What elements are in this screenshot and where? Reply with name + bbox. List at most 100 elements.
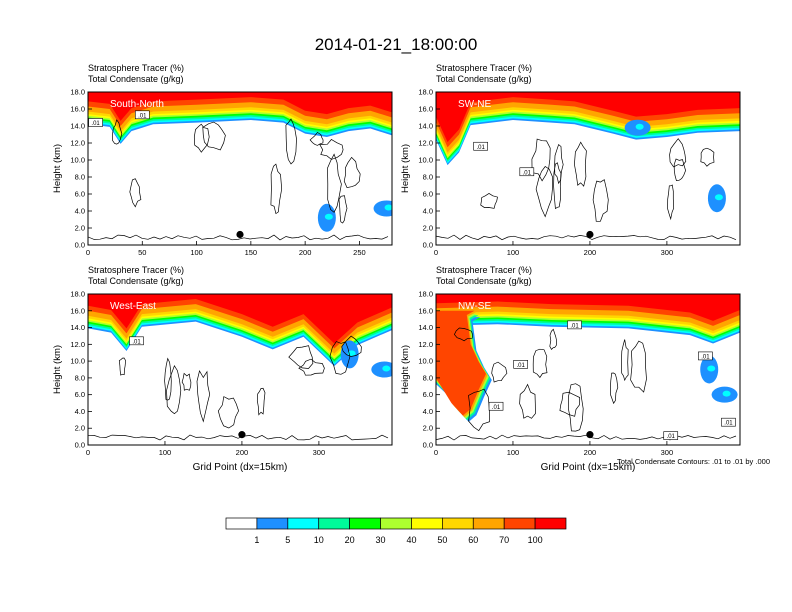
contour-loop (181, 372, 192, 391)
contour-loop (196, 369, 211, 423)
contour-label: .01 (724, 421, 733, 427)
y-tick-label: 4.0 (75, 407, 85, 416)
colorbar-label: 20 (345, 535, 355, 545)
panel-1: 0.0 2.0 4.0 6.0 8.0 10.0 12.0 14.0 16.0 18.0 0 50 10… (52, 63, 393, 257)
contour-label-box (519, 167, 535, 177)
contour-loop (166, 365, 182, 415)
x-tick-label: 100 (507, 448, 520, 457)
contour-loop (285, 118, 297, 165)
contour-loop (298, 358, 325, 376)
contour-label: .01 (138, 113, 147, 119)
contour-loop (491, 361, 508, 383)
colorbar-swatch (287, 517, 320, 530)
contour-loop (592, 179, 609, 222)
contour-label-box (721, 417, 736, 427)
contour-surface (88, 234, 389, 241)
colorbar-swatch (503, 517, 536, 530)
contour-loop (256, 387, 266, 416)
contour-loop (164, 357, 172, 401)
contour-surface (436, 234, 737, 241)
y-tick-label: 10.0 (70, 156, 85, 165)
contour-loop (532, 348, 548, 379)
location-marker (586, 431, 594, 439)
contour-surface (436, 434, 737, 441)
contour-loop (700, 147, 715, 167)
tracer-patch-core (635, 123, 644, 130)
y-tick-label: 16.0 (70, 105, 85, 114)
x-tick-label: 0 (434, 248, 438, 257)
plot-area (88, 92, 392, 245)
contour-label: .01 (667, 434, 676, 440)
y-tick-label: 6.0 (423, 390, 433, 399)
contour-loop (559, 391, 581, 417)
panel-3: 0.0 2.0 4.0 6.0 8.0 10.0 12.0 14.0 16.0 18.0 0 100 2… (52, 265, 393, 473)
y-tick-label: 10.0 (418, 156, 433, 165)
y-tick-label: 12.0 (70, 139, 85, 148)
tracer-core (88, 92, 392, 121)
y-tick-label: 8.0 (75, 373, 85, 382)
contour-loop (554, 144, 564, 185)
contour-loop (669, 138, 687, 168)
y-tick-label: 0.0 (423, 241, 433, 250)
contour-loop (453, 327, 473, 342)
panel-header-condensate: Total Condensate (g/kg) (88, 74, 184, 84)
x-tick-label: 100 (507, 248, 520, 257)
tracer-patch (373, 200, 392, 217)
tracer-patch (371, 361, 392, 378)
contour-loop (673, 158, 686, 181)
colorbar-label: 50 (437, 535, 447, 545)
x-tick-label: 50 (138, 248, 146, 257)
plot-area (88, 294, 392, 445)
panel-header-condensate: Total Condensate (g/kg) (436, 276, 532, 286)
colorbar-label: 100 (528, 535, 543, 545)
tracer-patch-core (707, 365, 716, 372)
contour-footnote: Total Condensate Contours: .01 to .01 by… (617, 457, 770, 466)
y-tick-label: 10.0 (418, 357, 433, 366)
y-tick-label: 8.0 (423, 373, 433, 382)
y-tick-label: 14.0 (418, 122, 433, 131)
panel-name: SW-NE (458, 99, 491, 110)
contour-loop (531, 138, 551, 182)
colorbar-label: 60 (468, 535, 478, 545)
contour-label: .01 (132, 339, 141, 345)
contour-label-box (134, 110, 150, 120)
y-tick-label: 4.0 (75, 207, 85, 216)
colorbar-label: 1 (254, 535, 259, 545)
panels-group: 0.0 2.0 4.0 6.0 8.0 10.0 12.0 14.0 16.0 18.0 0 50 10… (52, 63, 741, 473)
contour-label: .01 (570, 323, 579, 329)
y-tick-label: 2.0 (423, 224, 433, 233)
x-tick-label: 250 (353, 248, 366, 257)
contour-label-box (129, 336, 144, 346)
contour-label-box (88, 118, 103, 127)
colorbar-label: 40 (406, 535, 416, 545)
y-tick-label: 10.0 (70, 357, 85, 366)
y-tick-label: 18.0 (418, 290, 433, 299)
colorbar: 1 5 10 20 30 40 50 60 70 100 (225, 517, 567, 545)
x-tick-label: 150 (245, 248, 258, 257)
contour-loop (319, 139, 344, 160)
x-tick-label: 300 (313, 448, 326, 457)
contour-loop (288, 345, 314, 369)
contour-loop (667, 184, 675, 221)
panel-name: West-East (110, 301, 156, 312)
contour-loop (468, 388, 490, 432)
contour-label: .01 (516, 363, 525, 369)
y-tick-label: 4.0 (423, 407, 433, 416)
y-tick-label: 18.0 (70, 88, 85, 97)
contour-label: .01 (91, 121, 100, 127)
contour-label: .01 (492, 405, 501, 411)
colorbar-swatch (411, 517, 443, 530)
colorbar-swatch (225, 517, 258, 530)
panel-header-tracer: Stratosphere Tracer (%) (436, 265, 532, 275)
contour-loop (621, 339, 629, 382)
panel-name: South-North (110, 99, 164, 110)
x-axis-label: Grid Point (dx=15km) (541, 462, 636, 473)
panel-header-tracer: Stratosphere Tracer (%) (88, 265, 184, 275)
panel-header-tracer: Stratosphere Tracer (%) (88, 63, 184, 73)
y-tick-label: 16.0 (70, 306, 85, 315)
condensate-contours (436, 138, 737, 241)
y-tick-label: 12.0 (418, 340, 433, 349)
condensate-contours (88, 118, 389, 241)
contour-label: .01 (476, 145, 485, 151)
contour-label-box (513, 360, 528, 369)
